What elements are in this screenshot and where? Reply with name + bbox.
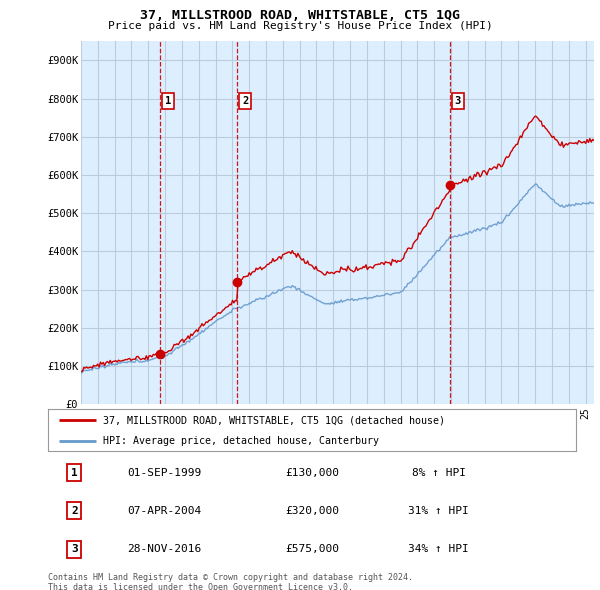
Text: 1: 1 (71, 468, 78, 477)
Text: HPI: Average price, detached house, Canterbury: HPI: Average price, detached house, Cant… (103, 436, 379, 445)
Text: 31% ↑ HPI: 31% ↑ HPI (409, 506, 469, 516)
Text: £320,000: £320,000 (285, 506, 339, 516)
Text: 37, MILLSTROOD ROAD, WHITSTABLE, CT5 1QG (detached house): 37, MILLSTROOD ROAD, WHITSTABLE, CT5 1QG… (103, 415, 445, 425)
Text: Contains HM Land Registry data © Crown copyright and database right 2024.: Contains HM Land Registry data © Crown c… (48, 573, 413, 582)
Text: 2: 2 (242, 96, 248, 106)
Text: 3: 3 (455, 96, 461, 106)
Text: 28-NOV-2016: 28-NOV-2016 (127, 545, 201, 554)
Text: 01-SEP-1999: 01-SEP-1999 (127, 468, 201, 477)
Text: 3: 3 (71, 545, 78, 554)
Bar (160, 41, 237, 404)
Text: 2: 2 (71, 506, 78, 516)
Bar (237, 41, 449, 404)
Bar (81, 41, 160, 404)
Text: 07-APR-2004: 07-APR-2004 (127, 506, 201, 516)
Bar (449, 41, 594, 404)
Text: £130,000: £130,000 (285, 468, 339, 477)
Text: 1: 1 (164, 96, 171, 106)
Text: Price paid vs. HM Land Registry's House Price Index (HPI): Price paid vs. HM Land Registry's House … (107, 21, 493, 31)
Text: This data is licensed under the Open Government Licence v3.0.: This data is licensed under the Open Gov… (48, 583, 353, 590)
Text: £575,000: £575,000 (285, 545, 339, 554)
Text: 8% ↑ HPI: 8% ↑ HPI (412, 468, 466, 477)
Text: 34% ↑ HPI: 34% ↑ HPI (409, 545, 469, 554)
Text: 37, MILLSTROOD ROAD, WHITSTABLE, CT5 1QG: 37, MILLSTROOD ROAD, WHITSTABLE, CT5 1QG (140, 9, 460, 22)
